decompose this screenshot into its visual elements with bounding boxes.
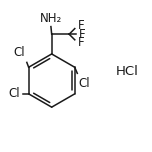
Text: F: F <box>78 36 84 49</box>
Text: F: F <box>78 19 84 32</box>
Text: Cl: Cl <box>9 87 20 100</box>
Text: Cl: Cl <box>14 46 25 59</box>
Text: Cl: Cl <box>78 77 90 90</box>
Text: NH₂: NH₂ <box>40 12 62 25</box>
Text: F: F <box>79 28 86 41</box>
Text: HCl: HCl <box>116 65 139 78</box>
